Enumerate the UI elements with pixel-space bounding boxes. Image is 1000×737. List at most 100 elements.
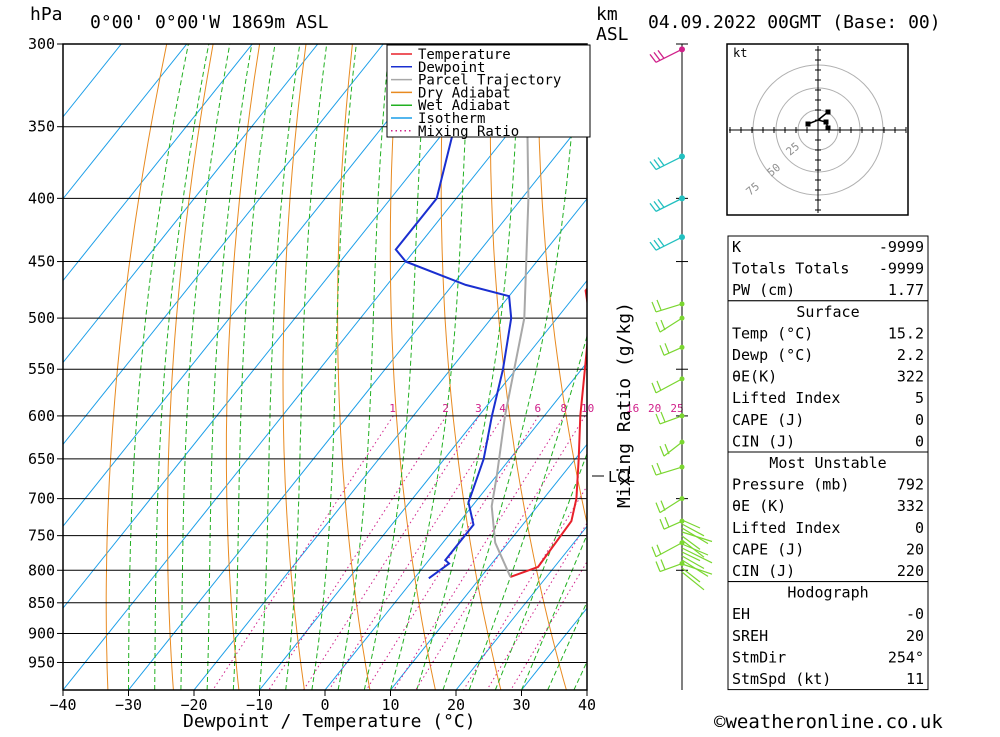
most-unstable-row-label: CIN (J) (732, 562, 795, 580)
dry-adiabat-line (390, 44, 435, 690)
km-unit-label: km (596, 4, 618, 25)
wind-barb (650, 49, 682, 62)
wet-adiabat-line (260, 44, 300, 690)
pressure-tick-label: 800 (28, 561, 55, 579)
pressure-tick-label: 750 (28, 527, 55, 545)
hodograph-row-value: 11 (906, 670, 924, 688)
surface-row-label: CIN (J) (732, 432, 795, 450)
wet-adiabat-line (207, 44, 252, 690)
hodograph-row-label: StmSpd (kt) (732, 670, 831, 688)
wind-barb (650, 237, 682, 250)
surface-row-value: 5 (915, 389, 924, 407)
hodograph-row-value: -0 (906, 605, 924, 623)
pressure-tick-label: 400 (28, 189, 55, 207)
hodograph-row-label: SREH (732, 627, 768, 645)
hodograph-row-label: EH (732, 605, 750, 623)
hodograph-unit: kt (733, 46, 747, 60)
isotherm-line (0, 44, 121, 690)
most-unstable-row-label: Pressure (mb) (732, 476, 849, 494)
isotherm-line (0, 44, 514, 690)
wind-barb (660, 442, 682, 456)
hodograph-point (824, 120, 829, 125)
surface-row-value: 15.2 (888, 324, 924, 342)
totals-totals-label: Totals Totals (732, 260, 849, 278)
isotherm-line (129, 44, 646, 690)
hodograph-point (826, 126, 831, 131)
location-title: 0°00' 0°00'W 1869m ASL (90, 12, 329, 33)
surface-row-value: 2.2 (897, 346, 924, 364)
temperature-tick-label: −30 (115, 696, 142, 714)
most-unstable-row-value: 0 (915, 519, 924, 537)
wind-barb (656, 318, 682, 332)
wet-adiabat-line (443, 44, 578, 690)
mixing-ratio-line (511, 416, 675, 690)
k-index-value: -9999 (879, 238, 924, 256)
dry-adiabat-line (956, 44, 1000, 690)
wet-adiabat-line (312, 44, 356, 690)
pressure-tick-label: 850 (28, 594, 55, 612)
wind-barb (650, 198, 682, 211)
surface-row-value: 0 (915, 411, 924, 429)
pressure-tick-label: 650 (28, 450, 55, 468)
pressure-tick-label: 700 (28, 490, 55, 508)
hodograph-point (806, 122, 811, 127)
hodograph-row-value: 254° (888, 648, 924, 666)
wind-barb (682, 552, 700, 561)
surface-row-label: Lifted Index (732, 389, 840, 407)
legend-entry: Mixing Ratio (418, 124, 519, 140)
mixing-ratio-label: 6 (535, 402, 542, 415)
surface-row-value: 0 (915, 432, 924, 450)
surface-row-label: Dewp (°C) (732, 346, 813, 364)
wet-adiabat-line (338, 44, 389, 690)
mixing-ratio-label: 2 (442, 402, 449, 415)
most-unstable-row-value: 792 (897, 476, 924, 494)
mixing-ratio-line (304, 416, 480, 690)
wind-barb (650, 157, 682, 170)
wind-barb (652, 543, 682, 557)
temperature-tick-label: −40 (49, 696, 76, 714)
temperature-tick-label: 40 (578, 696, 596, 714)
dry-adiabat-line (106, 44, 167, 690)
most-unstable-row-value: 332 (897, 497, 924, 515)
most-unstable-row-value: 220 (897, 562, 924, 580)
dry-adiabat-line (585, 44, 698, 690)
precipitable-water-value: 1.77 (888, 281, 924, 299)
pressure-tick-label: 300 (28, 35, 55, 53)
surface-title: Surface (796, 303, 859, 321)
temperature-tick-label: 30 (512, 696, 530, 714)
totals-totals-value: -9999 (879, 260, 924, 278)
pressure-axis: 3003504004505005506006507007508008509009… (28, 35, 63, 671)
lcl-label: LCL (608, 468, 635, 486)
wind-barb (652, 300, 682, 312)
pressure-tick-label: 350 (28, 118, 55, 136)
k-index-label: K (732, 238, 741, 256)
wet-adiabat-line (129, 44, 189, 690)
most-unstable-title: Most Unstable (769, 454, 886, 472)
mixing-ratio-label: 8 (560, 402, 567, 415)
hodograph-row-value: 20 (906, 627, 924, 645)
isotherm-line (260, 44, 777, 690)
wind-barb (682, 572, 704, 590)
pressure-tick-label: 600 (28, 407, 55, 425)
pressure-tick-label: 500 (28, 309, 55, 327)
wind-barb (682, 564, 712, 574)
pressure-tick-label: 900 (28, 624, 55, 642)
most-unstable-row-label: CAPE (J) (732, 540, 804, 558)
copyright: ©weatheronline.co.uk (714, 711, 943, 733)
isotherm-line (0, 44, 449, 690)
wind-barb (656, 499, 682, 513)
hodograph-point (826, 110, 831, 115)
asl-unit-label: ASL (596, 24, 629, 45)
pressure-tick-label: 450 (28, 253, 55, 271)
plot-frame (63, 44, 587, 690)
wind-barb (682, 520, 700, 528)
wet-adiabat-line (233, 44, 275, 690)
pressure-tick-label: 950 (28, 653, 55, 671)
hodograph-row-label: StmDir (732, 648, 786, 666)
